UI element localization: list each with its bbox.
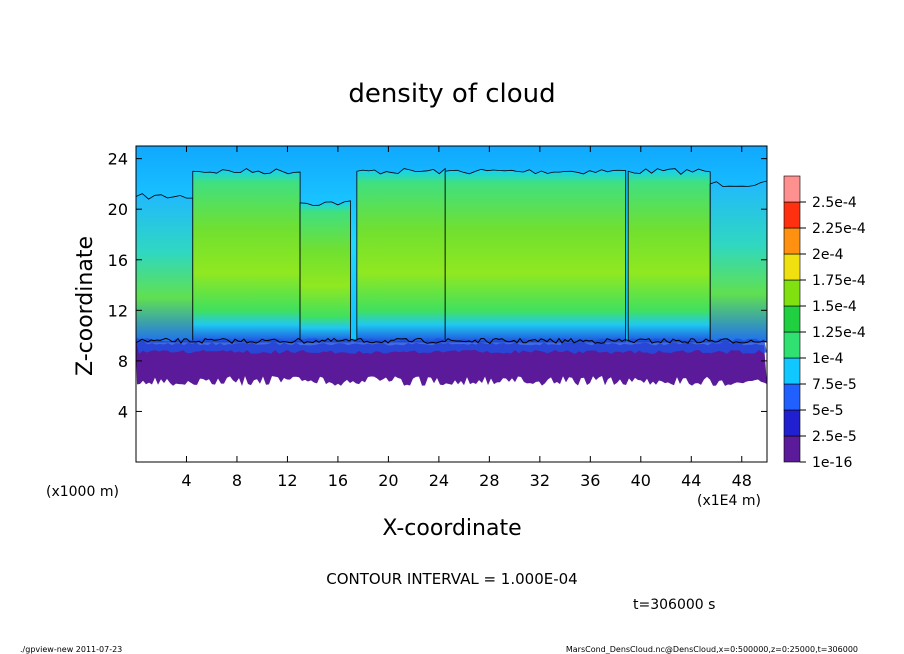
x-tick-label: 32 [530, 471, 550, 490]
cloud-column [192, 168, 301, 343]
x-tick-label: 48 [732, 471, 752, 490]
colorbar-label: 2.5e-5 [812, 429, 857, 445]
colorbar-label: 1.5e-4 [812, 299, 857, 315]
x-tick-label: 24 [429, 471, 449, 490]
cloud-column [136, 193, 194, 343]
x-unit-label: (x1E4 m) [697, 493, 761, 509]
x-tick-label: 36 [580, 471, 600, 490]
x-tick-label: 20 [378, 471, 398, 490]
contour-interval: CONTOUR INTERVAL = 1.000E-04 [326, 570, 577, 588]
x-tick-label: 12 [277, 471, 297, 490]
colorbar-label: 1e-4 [812, 351, 844, 367]
y-unit-label: (x1000 m) [46, 484, 119, 500]
x-tick-label: 40 [631, 471, 651, 490]
footer-right: MarsCond_DensCloud.nc@DensCloud,x=0:5000… [566, 645, 858, 654]
colorbar-label: 1.75e-4 [812, 273, 866, 289]
y-tick-label: 20 [108, 200, 128, 219]
plot-frame [135, 145, 768, 463]
colorbar-segment [783, 227, 801, 255]
chart-title: density of cloud [348, 79, 555, 109]
cloud-column [356, 167, 446, 343]
colorbar-segment [783, 383, 801, 411]
colorbar-segment [783, 175, 801, 203]
colorbar-label: 1.25e-4 [812, 325, 866, 341]
time-label: t=306000 s [633, 597, 715, 613]
x-tick-label: 8 [232, 471, 242, 490]
y-tick-label: 8 [118, 352, 128, 371]
colorbar-label: 7.5e-5 [812, 377, 857, 393]
x-tick-label: 4 [181, 471, 191, 490]
x-tick-label: 16 [328, 471, 348, 490]
footer-left: ./gpview-new 2011-07-23 [20, 645, 122, 654]
colorbar-label: 2.25e-4 [812, 221, 866, 237]
cloud-column [444, 168, 627, 343]
plot-area [136, 146, 767, 386]
x-axis-label: X-coordinate [382, 516, 521, 541]
colorbar-segment [783, 357, 801, 385]
colorbar-segment [783, 253, 801, 281]
colorbar-segment [783, 409, 801, 437]
colorbar-label: 1e-16 [812, 455, 852, 471]
colorbar-label: 2e-4 [812, 247, 844, 263]
colorbar-segment [783, 279, 801, 307]
colorbar-segment [783, 435, 801, 463]
cloud-column [627, 168, 711, 343]
y-tick-label: 16 [108, 251, 128, 270]
colorbar-label: 5e-5 [812, 403, 843, 419]
x-tick-label: 44 [681, 471, 701, 490]
colorbar-segment [783, 201, 801, 229]
colorbar: 1e-16 2.5e-5 5e-5 7.5e-5 1e-4 1.25e-4 1.5e-4 1.… [783, 175, 866, 471]
cloud-column [299, 200, 351, 343]
y-axis-label: Z-coordinate [73, 236, 98, 376]
contour-line [136, 337, 767, 345]
cloud-column [709, 180, 767, 343]
colorbar-segment [783, 331, 801, 359]
colorbar-segment [783, 305, 801, 333]
cloud-base-band [136, 342, 767, 386]
y-tick-label: 4 [118, 402, 128, 421]
y-tick-label: 24 [108, 150, 128, 169]
y-tick-label: 12 [108, 301, 128, 320]
colorbar-label: 2.5e-4 [812, 195, 857, 211]
x-tick-label: 28 [479, 471, 499, 490]
